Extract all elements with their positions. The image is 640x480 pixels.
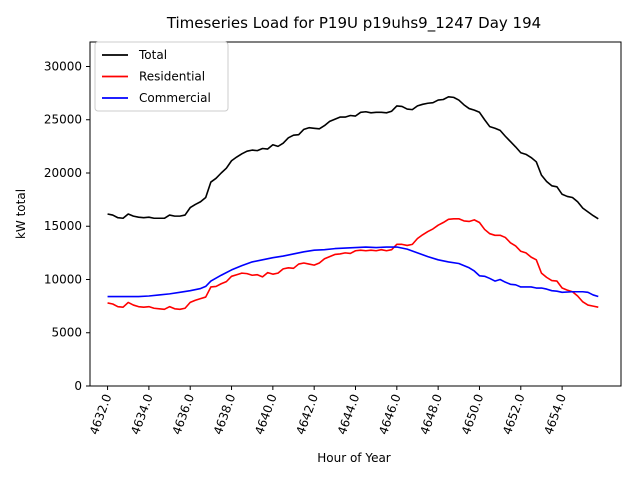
- legend-label-total: Total: [138, 48, 167, 62]
- series-line-commercial: [107, 246, 599, 298]
- x-tick-label: 4652.0: [500, 392, 528, 436]
- x-tick-label: 4632.0: [87, 392, 115, 436]
- y-tick-label: 20000: [44, 166, 82, 180]
- plot-series: [107, 96, 599, 311]
- x-axis: 4632.0 4634.0 4636.0 4638.0 4640.0 4642.0 4644…: [87, 386, 569, 436]
- y-tick-label: 5000: [51, 326, 82, 340]
- x-tick-label: 4644.0: [335, 392, 363, 436]
- series-line-residential: [107, 217, 599, 311]
- x-axis-label: Hour of Year: [317, 451, 391, 465]
- y-tick-label: 25000: [44, 113, 82, 127]
- legend-box: [94, 41, 229, 112]
- x-tick-label: 4638.0: [211, 392, 239, 436]
- series-line-total: [107, 96, 599, 220]
- x-tick-label: 4640.0: [252, 392, 280, 436]
- y-tick-label: 15000: [44, 219, 82, 233]
- x-tick-label: 4654.0: [541, 392, 569, 436]
- x-tick-label: 4650.0: [459, 392, 487, 436]
- legend: Total Residential Commercial: [94, 41, 229, 112]
- legend-label-commercial: Commercial: [139, 91, 211, 105]
- y-tick-label: 0: [74, 379, 82, 393]
- y-axis: 0 5000 10000 15000 20000 25000 30000: [44, 59, 90, 393]
- y-tick-label: 10000: [44, 272, 82, 286]
- x-tick-label: 4642.0: [293, 392, 321, 436]
- x-tick-label: 4634.0: [128, 392, 156, 436]
- x-tick-label: 4648.0: [417, 392, 445, 436]
- x-tick-label: 4646.0: [376, 392, 404, 436]
- y-axis-label: kW total: [14, 189, 28, 239]
- x-tick-label: 4636.0: [170, 392, 198, 436]
- legend-label-residential: Residential: [139, 70, 205, 84]
- y-tick-label: 30000: [44, 59, 82, 73]
- chart-title: Timeseries Load for P19U p19uhs9_1247 Da…: [166, 14, 541, 33]
